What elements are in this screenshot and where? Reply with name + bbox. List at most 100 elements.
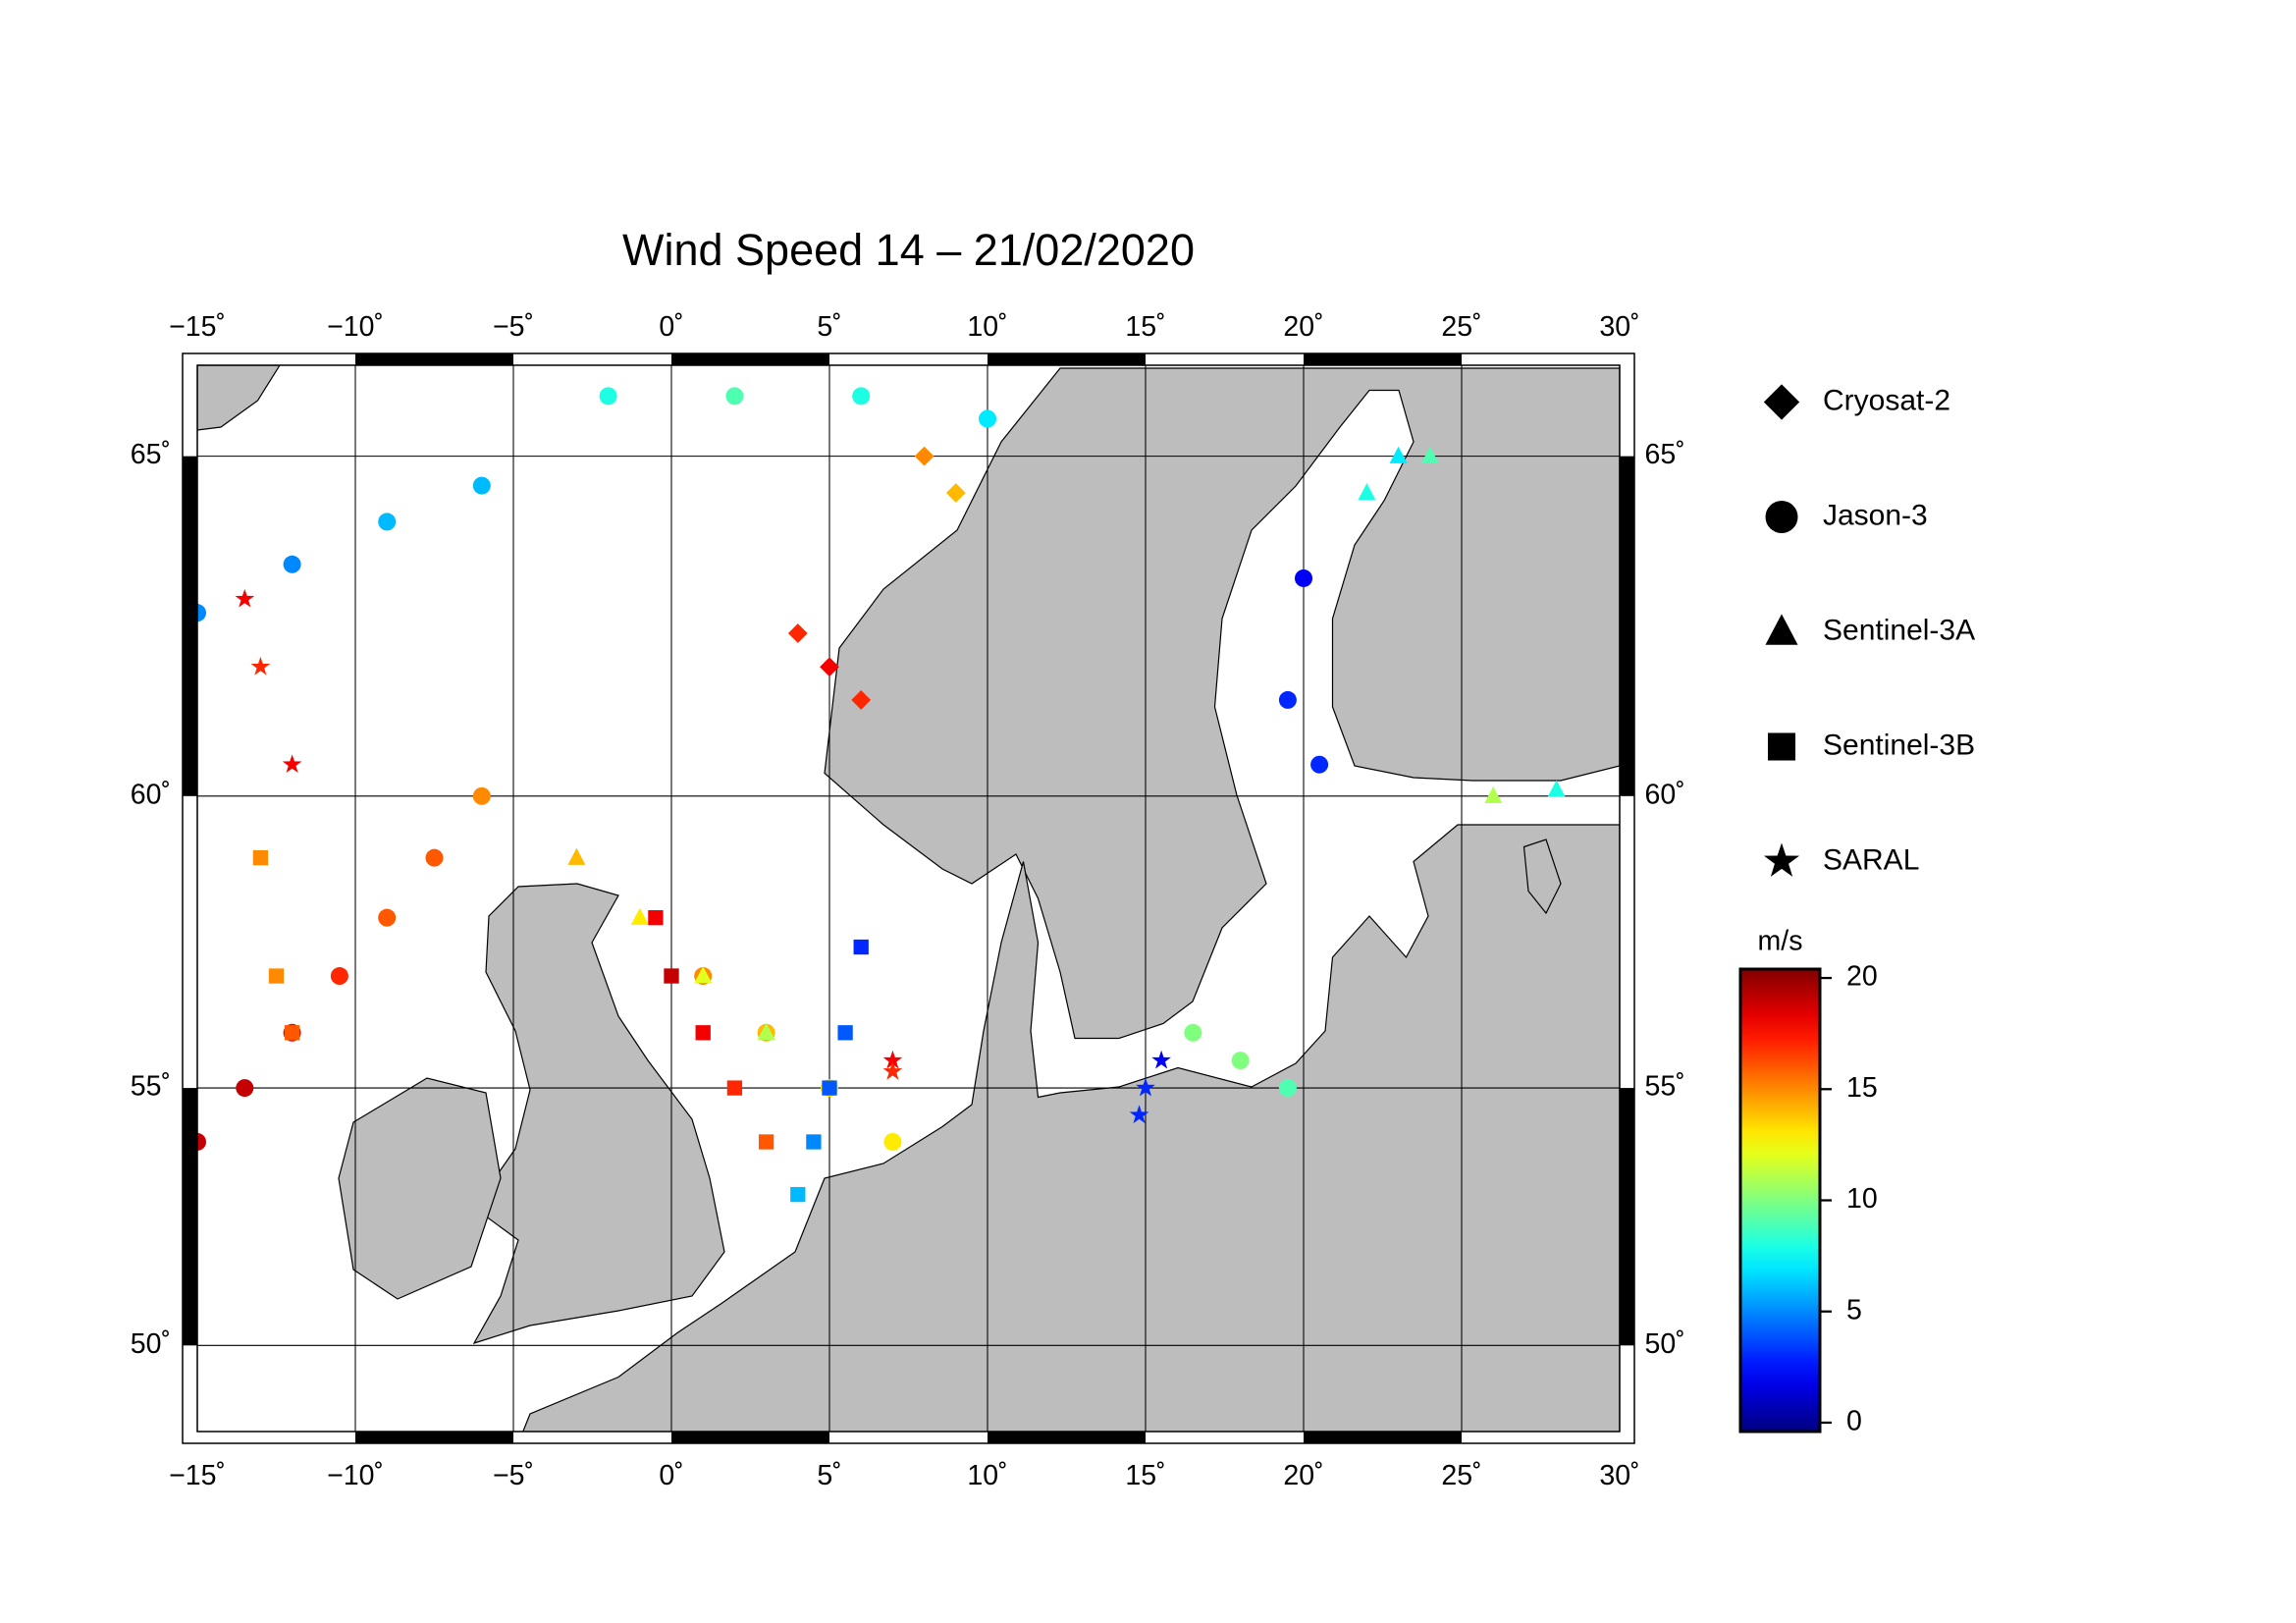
data-point [1231,1052,1250,1070]
x-tick-label: −15˚ [169,311,226,343]
data-point [197,604,206,622]
data-point [695,1025,711,1041]
data-point [630,907,649,925]
legend-marker [1767,732,1796,761]
data-point [197,1132,206,1151]
data-point [252,849,269,866]
data-point [726,1080,743,1096]
data-point [1184,1023,1202,1042]
data-point [837,1025,853,1041]
colorbar: m/s 0 5 10 15 20 [1738,926,1878,1436]
data-point [725,387,744,406]
legend-marker [1763,842,1800,877]
data-point [284,1025,300,1041]
data-point [914,446,934,466]
x-tick-label: 20˚ [1283,1460,1323,1491]
data-point [852,387,871,406]
data-point [787,623,808,643]
data-point [822,1080,837,1096]
data-point [1484,785,1503,804]
data-point [1389,446,1408,463]
x-tick-label: 5˚ [817,1460,841,1491]
x-tick-label: −5˚ [493,1460,534,1491]
data-point [1278,690,1297,709]
y-tick-label: 55˚ [131,1071,171,1103]
data-point [1278,1079,1297,1098]
x-tick-label: 0˚ [659,311,683,343]
chart-title: Wind Speed 14 – 21/02/2020 [622,225,1195,275]
legend: Cryosat-2 Jason-3 Sentinel-3A Sentinel-3B SA… [1763,384,1975,877]
y-tick-label: 60˚ [1645,779,1685,810]
data-point [883,1132,902,1151]
frame-bar [1304,353,1463,365]
data-point [1295,568,1313,587]
data-point [250,656,271,676]
y-tick-label: 60˚ [131,779,171,810]
legend-marker [1763,384,1800,420]
x-tick-label: 5˚ [817,311,841,343]
data-point [694,966,713,984]
gotland [1522,839,1562,915]
map-frame [182,352,1635,1444]
data-point [268,968,285,984]
x-tick-label: 0˚ [659,1460,683,1491]
iceland [197,365,281,431]
data-point [882,1050,903,1069]
x-tick-label: 30˚ [1599,311,1639,343]
data-point [1136,1077,1155,1097]
x-tick-label: 10˚ [967,1460,1007,1491]
data-point [472,786,491,805]
x-tick-label: −10˚ [327,1460,384,1491]
data-point [1420,446,1439,463]
colorbar-tick-label: 0 [1846,1405,1862,1436]
frame-bar [355,1432,514,1443]
data-point [330,967,348,986]
data-point [235,588,255,608]
colorbar-tick-label: 15 [1846,1072,1878,1104]
frame-bar [1304,1432,1463,1443]
map-border [196,364,1621,1433]
y-tick-label: 65˚ [131,439,171,470]
frame-bar [355,353,514,365]
land [197,365,1621,1432]
legend-marker [1765,614,1798,645]
data-point [567,847,586,865]
colorbar-tick-label: 10 [1846,1183,1878,1215]
data-point [851,690,872,710]
x-tick-label: −10˚ [327,311,384,343]
frame-bar [183,1088,198,1346]
y-tick-label: 50˚ [1645,1328,1685,1360]
legend-label: SARAL [1823,843,1919,876]
data-point [1151,1050,1171,1069]
ireland [338,1077,502,1300]
y-tick-label: 50˚ [131,1328,171,1360]
x-tick-label: −15˚ [169,1460,226,1491]
colorbar-label: m/s [1758,926,1803,957]
frame-bar [988,353,1147,365]
data-point [425,848,444,867]
data-point [853,939,869,955]
data-point [820,657,839,677]
data-point [1547,780,1566,797]
data-point [378,908,397,927]
x-tick-label: 25˚ [1441,311,1481,343]
x-tick-label: −5˚ [493,311,534,343]
data-point [236,1079,254,1098]
x-tick-label: 20˚ [1283,311,1323,343]
frame-bar [1620,456,1635,796]
data-point [979,409,997,428]
colorbar-tick-label: 20 [1846,961,1878,993]
legend-marker [1765,501,1798,533]
data-point [378,513,397,531]
legend-label: Cryosat-2 [1823,384,1950,416]
frame-bar [671,1432,830,1443]
x-tick-label: 15˚ [1125,1460,1165,1491]
y-tick-label: 55˚ [1645,1071,1685,1103]
x-tick-label: 25˚ [1441,1460,1481,1491]
data-point [1129,1105,1149,1124]
frame-bar [183,456,198,796]
x-tick-label: 15˚ [1125,311,1165,343]
legend-label: Sentinel-3B [1823,729,1975,761]
